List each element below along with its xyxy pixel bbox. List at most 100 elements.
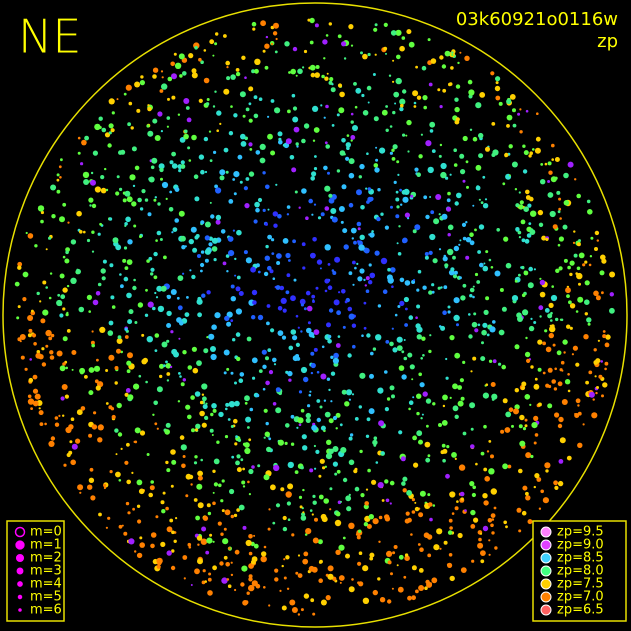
star-dot (56, 350, 63, 357)
star-dot (62, 362, 66, 366)
star-dot (171, 163, 178, 169)
zp-legend-items: zp=9.5zp=9.0zp=8.5zp=8.0zp=7.5zp=7.0zp=6… (540, 525, 604, 618)
star-dot (263, 545, 267, 549)
star-dot (98, 512, 102, 517)
star-dot (367, 187, 371, 191)
star-dot (392, 110, 396, 115)
star-dot (419, 490, 426, 497)
star-dot (324, 244, 331, 251)
star-dot (189, 269, 192, 272)
star-dot (111, 111, 115, 115)
star-dot (383, 22, 388, 27)
star-dot (577, 411, 582, 416)
star-dot (400, 103, 404, 108)
star-dot (348, 202, 354, 208)
star-dot (265, 380, 270, 386)
star-dot (194, 455, 198, 459)
star-dot (233, 513, 238, 518)
star-dot (407, 150, 410, 153)
star-dot (337, 335, 341, 338)
star-dot (90, 171, 94, 175)
star-dot (321, 516, 328, 523)
star-dot (479, 532, 483, 535)
star-dot (282, 308, 287, 313)
star-dot (156, 386, 163, 393)
star-dot (128, 538, 135, 545)
star-dot (251, 559, 256, 565)
star-dot (461, 222, 467, 227)
star-dot (533, 268, 537, 271)
star-dot (94, 186, 101, 193)
star-dot (302, 266, 306, 270)
star-dot (222, 538, 229, 545)
star-dot (197, 470, 204, 477)
star-dot (288, 378, 292, 382)
star-dot (446, 198, 451, 203)
star-dot (295, 74, 298, 77)
star-dot (326, 72, 329, 75)
star-dot (528, 154, 532, 158)
star-dot (498, 362, 502, 366)
star-dot (132, 285, 137, 291)
star-dot (540, 489, 544, 494)
star-dot (460, 169, 466, 175)
star-dot (557, 423, 563, 429)
star-dot (490, 71, 495, 76)
star-dot (38, 354, 44, 360)
star-dot (197, 502, 204, 509)
star-dot (536, 112, 539, 115)
star-dot (490, 513, 496, 518)
star-dot (238, 291, 244, 296)
star-dot (200, 220, 205, 225)
star-dot (327, 573, 334, 580)
star-dot (369, 373, 374, 379)
star-dot (243, 186, 248, 191)
star-dot (416, 393, 422, 399)
star-dot (197, 558, 203, 565)
star-dot (178, 372, 181, 375)
star-dot (193, 498, 198, 502)
star-dot (542, 497, 550, 504)
star-dot (260, 555, 267, 563)
star-dot (236, 508, 240, 512)
star-dot (470, 427, 474, 431)
star-dot (550, 319, 553, 322)
star-dot (308, 198, 314, 204)
star-dot (179, 375, 182, 378)
star-dot (287, 518, 291, 521)
star-dot (287, 370, 293, 377)
star-dot (235, 435, 239, 439)
star-dot (265, 356, 269, 361)
star-dot (312, 299, 315, 302)
star-dot (454, 414, 459, 419)
star-dot (535, 136, 541, 142)
star-dot (518, 529, 522, 533)
star-dot (147, 301, 154, 308)
star-dot (402, 488, 407, 493)
star-dot (187, 146, 191, 150)
star-dot (59, 303, 62, 306)
star-dot (399, 106, 404, 112)
star-dot (445, 176, 449, 180)
star-dot (208, 333, 215, 340)
star-dot (126, 360, 132, 366)
star-dot (593, 348, 597, 352)
star-dot (422, 285, 427, 290)
star-dot (160, 177, 163, 181)
star-dot (459, 491, 465, 497)
star-dot (315, 449, 320, 454)
star-dot (115, 453, 118, 456)
star-dot (97, 232, 101, 236)
star-dot (399, 45, 405, 52)
star-dot (537, 402, 542, 407)
star-dot (327, 339, 332, 344)
star-dot (239, 180, 243, 184)
star-dot (199, 400, 204, 405)
star-dot (252, 376, 256, 380)
star-dot (247, 426, 250, 429)
star-dot (298, 495, 303, 499)
star-dot (297, 417, 304, 424)
star-dot (68, 424, 74, 430)
star-dot (223, 555, 228, 560)
